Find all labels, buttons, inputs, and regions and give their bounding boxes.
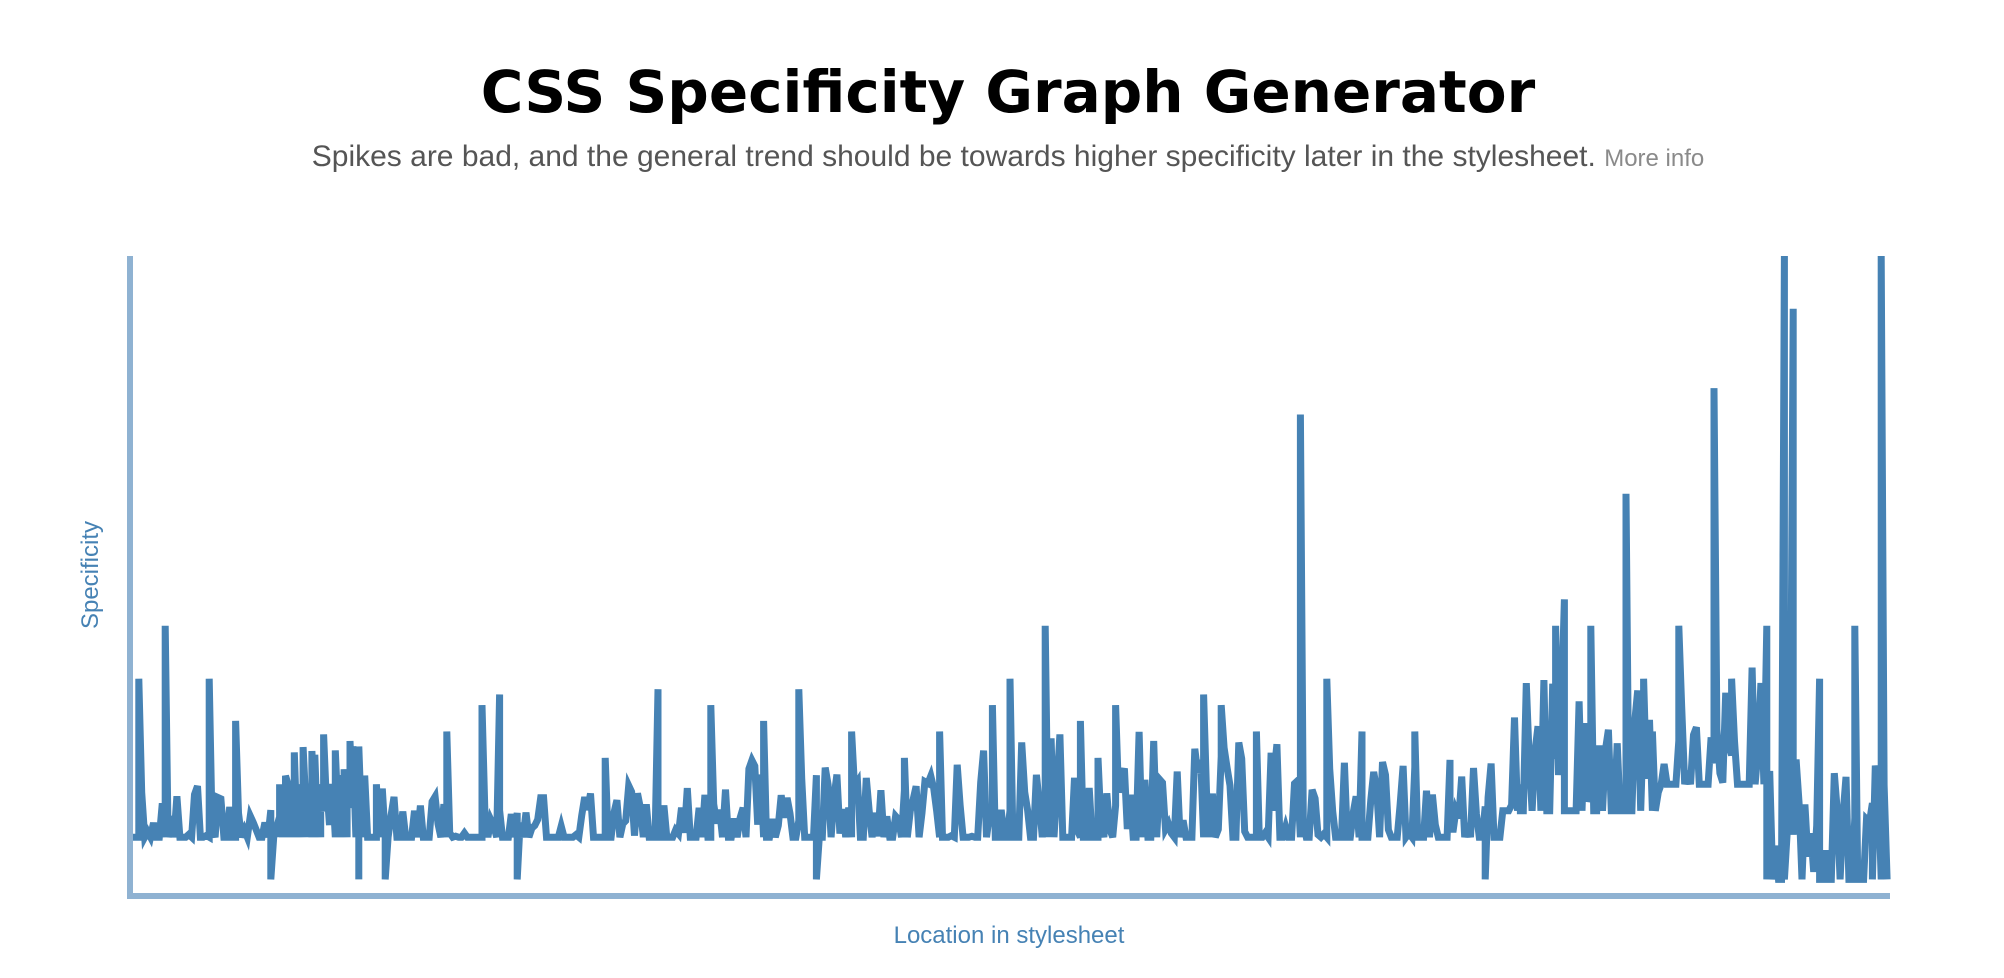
subtitle-text: Spikes are bad, and the general trend sh… <box>311 140 1596 173</box>
x-axis-label: Location in stylesheet <box>894 922 1125 949</box>
page-title: CSS Specificity Graph Generator <box>480 58 1536 126</box>
series-line <box>130 255 1891 883</box>
line-layer <box>130 255 1891 883</box>
more-info-link[interactable]: More info <box>1604 145 1705 172</box>
subtitle: Spikes are bad, and the general trend sh… <box>0 137 2004 179</box>
y-axis-label: Specificity <box>77 521 104 629</box>
